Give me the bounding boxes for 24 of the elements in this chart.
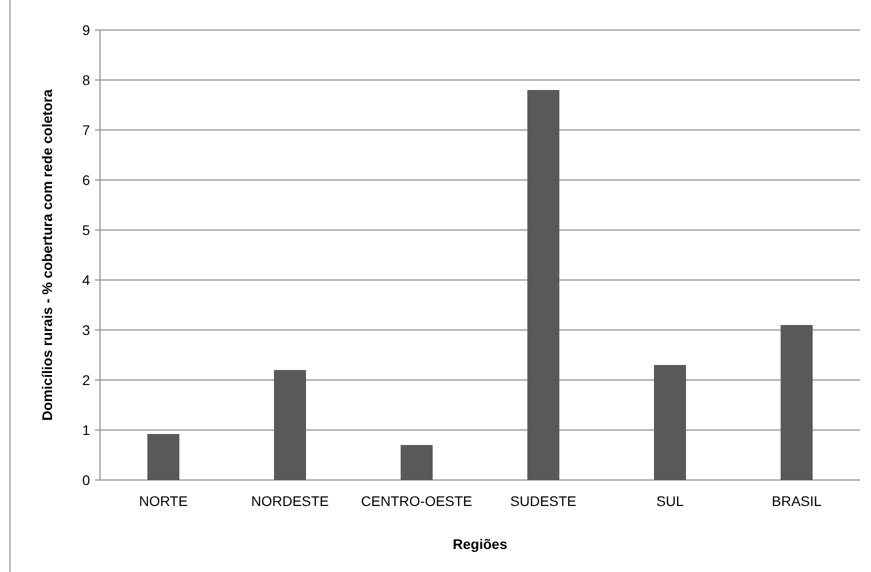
x-tick-label: NORTE bbox=[138, 493, 188, 509]
y-tick-label: 4 bbox=[82, 272, 90, 288]
y-tick-label: 1 bbox=[82, 422, 90, 438]
x-tick-label: NORDESTE bbox=[251, 493, 329, 509]
y-tick-label: 2 bbox=[82, 372, 90, 388]
bar bbox=[527, 90, 560, 480]
x-tick-label: BRASIL bbox=[772, 493, 822, 509]
x-tick-label: SUL bbox=[656, 493, 684, 509]
y-tick-label: 9 bbox=[82, 22, 90, 38]
x-tick-label: CENTRO-OESTE bbox=[361, 493, 472, 509]
x-axis-title: Regiões bbox=[452, 536, 508, 552]
y-tick-label: 8 bbox=[82, 72, 90, 88]
y-tick-label: 0 bbox=[82, 472, 90, 488]
y-axis-title: Domicílios rurais - % cobertura com rede coletora bbox=[39, 89, 55, 421]
bar bbox=[400, 445, 433, 480]
y-tick-label: 6 bbox=[82, 172, 90, 188]
bar bbox=[274, 370, 306, 480]
bar bbox=[654, 365, 686, 480]
y-tick-label: 3 bbox=[82, 322, 90, 338]
x-tick-label: SUDESTE bbox=[510, 493, 576, 509]
y-tick-label: 7 bbox=[82, 122, 90, 138]
bar bbox=[780, 325, 813, 480]
bar bbox=[147, 434, 180, 480]
y-tick-label: 5 bbox=[82, 222, 90, 238]
